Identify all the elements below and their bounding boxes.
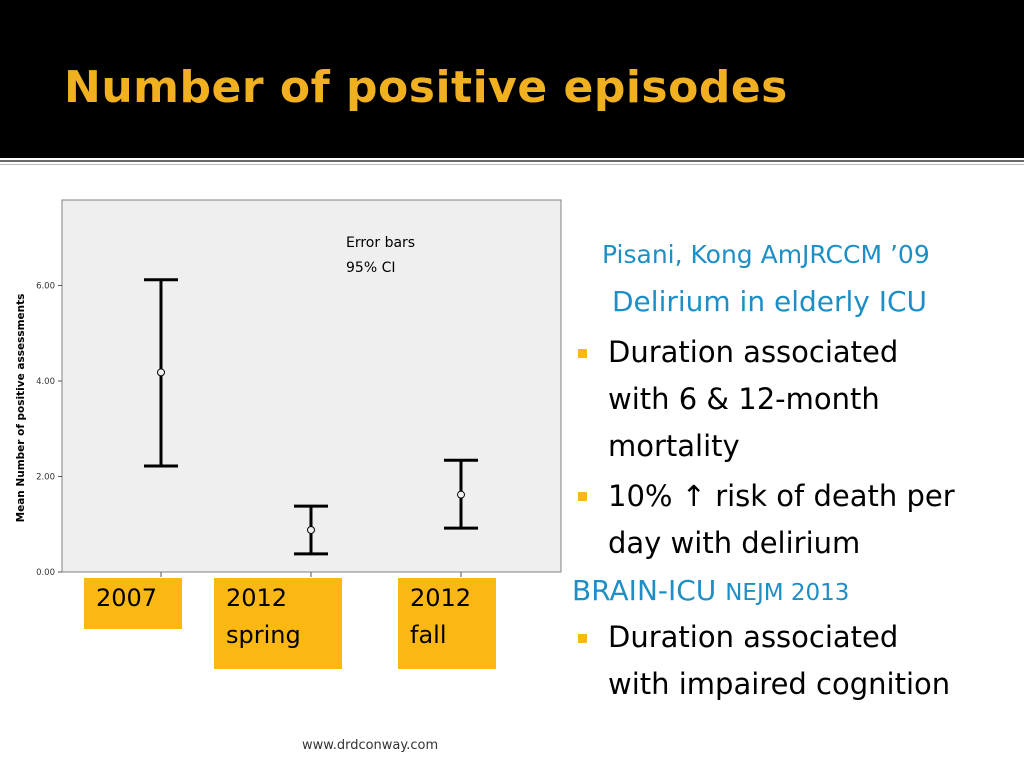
- category-label-2012-spring: 2012 spring: [214, 578, 342, 669]
- category-label-text: 2012: [226, 584, 288, 612]
- bullet-square: [578, 492, 587, 501]
- bullet-square: [578, 349, 587, 358]
- bullet-text: Duration associated: [608, 620, 899, 654]
- subtitle-delirium-icu: Delirium in elderly ICU: [612, 285, 928, 318]
- y-axis-label: Mean Number of positive assessments: [15, 294, 27, 523]
- chart-svg: Mean Number of positive assessments Erro…: [15, 199, 562, 578]
- heading-suffix: NEJM 2013: [725, 580, 850, 606]
- footer-url: www.drdconway.com: [302, 738, 439, 753]
- bullet-square: [578, 634, 587, 643]
- category-label-2012-fall: 2012 fall: [398, 578, 496, 669]
- y-tick-label: 0.00: [36, 568, 55, 578]
- title-bar: Number of positive episodes: [0, 0, 1024, 158]
- bullet-text: day with delirium: [608, 526, 861, 560]
- error-bar-chart: Mean Number of positive assessments Erro…: [0, 190, 570, 650]
- mean-point: [157, 368, 165, 377]
- category-label-text: spring: [226, 621, 301, 649]
- category-label-text: fall: [410, 621, 447, 649]
- category-label-2007: 2007: [84, 578, 182, 629]
- mean-point: [457, 490, 465, 499]
- bullet-text: with impaired cognition: [608, 667, 951, 701]
- bullet-text: Duration associated: [608, 335, 899, 369]
- annotation-line1: Error bars: [346, 235, 415, 251]
- y-tick-label: 6.00: [36, 282, 55, 292]
- heading-text: BRAIN-ICU: [572, 574, 717, 607]
- category-label-text: 2012: [410, 584, 472, 612]
- y-tick-label: 2.00: [36, 473, 55, 483]
- bullet-text: mortality: [608, 429, 740, 463]
- bullet-text: 10% ↑ risk of death per: [608, 479, 955, 513]
- divider-line: [0, 160, 1024, 162]
- mean-point: [307, 525, 315, 534]
- annotation-line2: 95% CI: [346, 260, 395, 276]
- heading-brain-icu: BRAIN-ICU NEJM 2013: [572, 574, 849, 607]
- divider-line-thin: [0, 164, 1024, 165]
- bullet-text: with 6 & 12-month: [608, 382, 880, 416]
- citation-pisani: Pisani, Kong AmJRCCM ’09: [602, 240, 930, 269]
- y-tick-label: 4.00: [36, 377, 55, 387]
- slide-title: Number of positive episodes: [64, 62, 788, 113]
- category-label-text: 2007: [96, 584, 158, 612]
